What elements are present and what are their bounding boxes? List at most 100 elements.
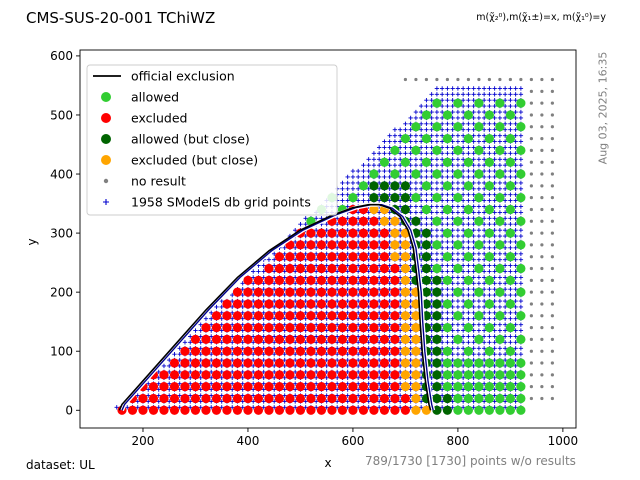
- grid-point: [376, 222, 382, 227]
- grid-point: [450, 281, 455, 286]
- grid-point: [497, 251, 503, 256]
- excluded-point: [348, 334, 358, 345]
- grid-point: [471, 121, 476, 127]
- grid-point: [476, 328, 482, 333]
- no-result-point: [529, 113, 533, 117]
- allowed-point: [474, 382, 484, 392]
- grid-point: [272, 304, 277, 310]
- grid-point: [508, 98, 513, 103]
- grid-point: [492, 98, 497, 103]
- grid-point: [450, 198, 455, 203]
- grid-point: [345, 322, 350, 327]
- grid-point: [292, 322, 298, 327]
- grid-point: [497, 109, 503, 115]
- no-result-point: [540, 125, 544, 129]
- grid-point: [313, 216, 319, 221]
- grid-point: [418, 192, 424, 197]
- allowed-point: [516, 393, 526, 404]
- legend: official exclusionallowedexcludedallowed…: [86, 64, 338, 216]
- grid-point: [471, 227, 476, 233]
- grid-point: [429, 298, 434, 304]
- grid-point: [439, 387, 445, 392]
- excluded-point: [159, 382, 169, 392]
- grid-point: [188, 351, 193, 357]
- grid-point: [334, 369, 340, 375]
- grid-point: [303, 239, 308, 245]
- grid-point: [502, 363, 508, 369]
- grid-point: [397, 334, 403, 339]
- no-result-point: [529, 101, 533, 105]
- no-result-point: [529, 266, 533, 271]
- excluded-point: [327, 382, 337, 392]
- grid-point: [450, 405, 455, 410]
- allowed-point: [432, 145, 442, 156]
- grid-point: [476, 257, 482, 262]
- grid-point: [355, 263, 361, 268]
- grid-point: [445, 222, 450, 227]
- allowed-point: [484, 157, 494, 167]
- grid-point: [397, 257, 403, 262]
- excluded-point: [295, 393, 306, 404]
- grid-point: [303, 257, 308, 262]
- grid-point: [502, 239, 508, 245]
- grid-point: [413, 186, 419, 191]
- grid-point: [146, 381, 151, 386]
- grid-point: [466, 145, 471, 150]
- grid-point: [502, 375, 508, 380]
- allowed-point: [495, 122, 505, 132]
- grid-point: [334, 216, 340, 221]
- grid-point: [513, 139, 518, 144]
- grid-point: [345, 351, 350, 357]
- grid-point: [445, 310, 450, 316]
- grid-point: [376, 227, 382, 233]
- grid-point: [413, 180, 419, 186]
- grid-point: [313, 257, 319, 262]
- grid-point: [429, 281, 434, 286]
- grid-point: [366, 340, 371, 345]
- grid-point: [513, 310, 518, 316]
- grid-point: [272, 281, 277, 286]
- excluded-point: [316, 346, 327, 356]
- grid-point: [350, 186, 356, 191]
- no-result-point: [529, 125, 533, 129]
- grid-point: [397, 346, 403, 351]
- grid-point: [492, 92, 497, 97]
- grid-point: [397, 133, 403, 138]
- no-result-point: [550, 219, 554, 223]
- excluded-point: [369, 275, 379, 285]
- grid-point: [198, 387, 203, 392]
- x-tick-label: 800: [446, 434, 469, 448]
- grid-point: [376, 186, 382, 191]
- excluded-point: [243, 346, 253, 356]
- grid-point: [518, 227, 524, 233]
- grid-point: [418, 239, 424, 245]
- allowed-point: [400, 133, 411, 144]
- grid-point: [418, 233, 424, 239]
- grid-point: [492, 275, 497, 280]
- grid-point: [376, 399, 382, 404]
- grid-point: [445, 92, 450, 97]
- grid-point: [313, 239, 319, 245]
- grid-point: [513, 351, 518, 357]
- close-excluded-point: [390, 252, 400, 262]
- grid-point: [460, 198, 466, 203]
- grid-point: [466, 174, 471, 180]
- excluded-point: [379, 322, 390, 333]
- grid-point: [455, 162, 461, 168]
- allowed-point: [484, 110, 494, 120]
- grid-point: [387, 239, 392, 245]
- no-result-point: [540, 278, 544, 282]
- excluded-point: [285, 358, 295, 368]
- grid-point: [313, 322, 319, 327]
- grid-point: [408, 322, 413, 327]
- grid-point: [303, 387, 308, 392]
- no-result-point: [529, 243, 533, 247]
- grid-point: [376, 287, 382, 292]
- grid-point: [392, 139, 398, 144]
- excluded-point: [337, 311, 348, 321]
- grid-point: [492, 310, 497, 316]
- grid-point: [439, 127, 445, 132]
- excluded-point: [232, 405, 243, 415]
- allowed-point: [495, 287, 505, 297]
- grid-point: [403, 145, 408, 150]
